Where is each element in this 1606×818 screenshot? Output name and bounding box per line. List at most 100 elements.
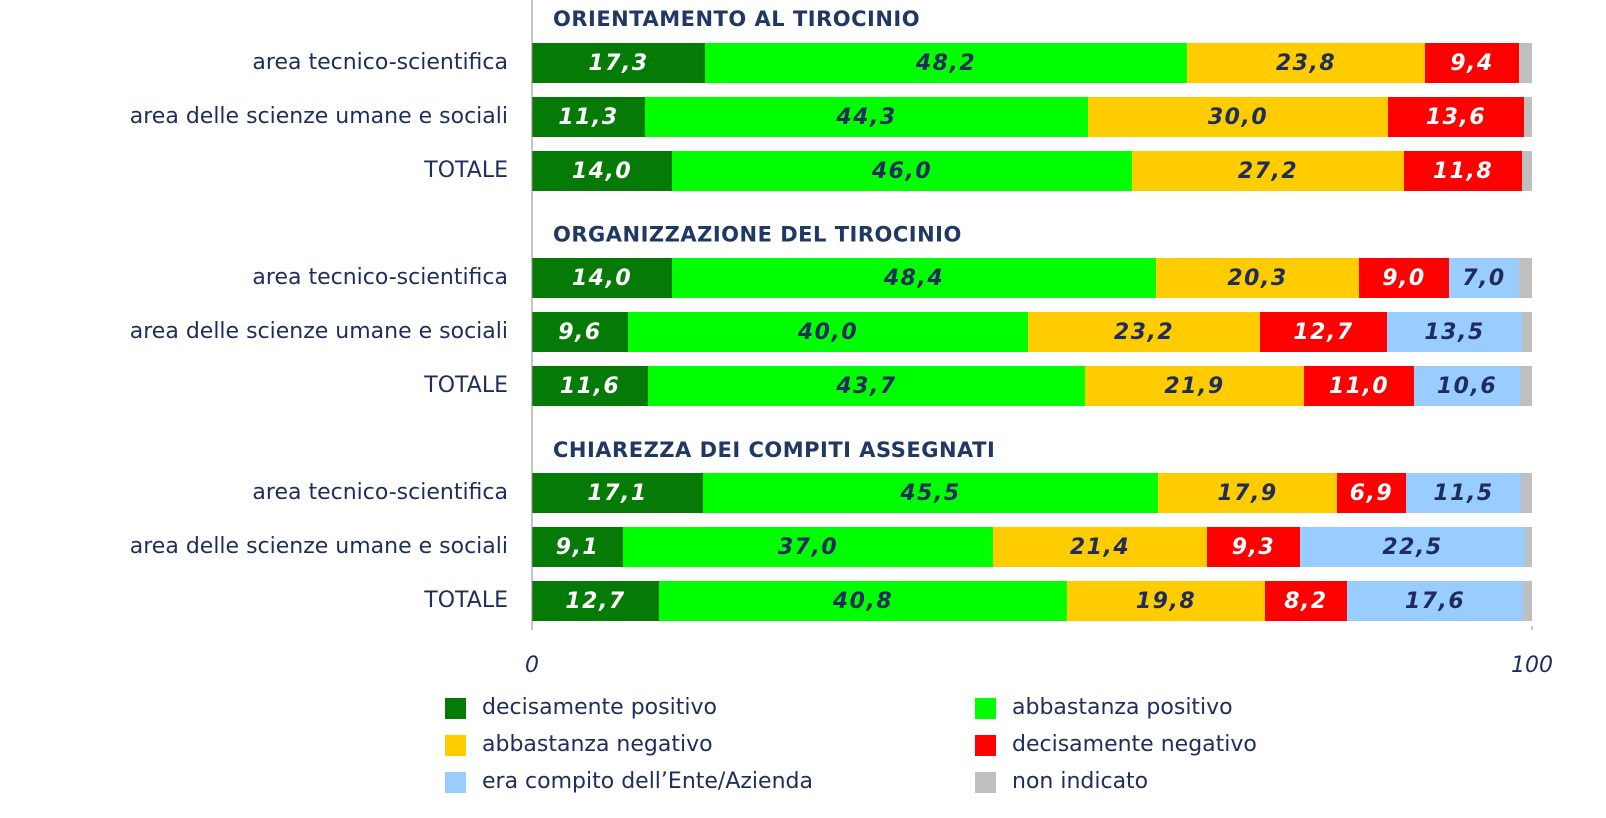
value-label: 43,7	[835, 374, 896, 399]
value-label: 46,0	[871, 159, 932, 184]
bar-segment	[1425, 43, 1519, 83]
legend-label: abbastanza positivo	[1012, 695, 1233, 720]
value-label: 45,5	[899, 481, 960, 506]
bar-segment	[1156, 258, 1359, 298]
value-label: 9,1	[556, 535, 599, 560]
value-label: 44,3	[835, 105, 896, 130]
x-tick-label: 100	[1511, 653, 1553, 678]
legend-swatch	[975, 735, 996, 756]
bar-segment	[1359, 258, 1449, 298]
bar-segment	[532, 581, 659, 621]
value-label: 11,8	[1433, 159, 1493, 184]
bar-segment	[1207, 527, 1300, 567]
legend-swatch	[445, 772, 466, 793]
value-label: 17,9	[1217, 481, 1277, 506]
bar-segment	[1387, 312, 1522, 352]
value-label: 13,6	[1426, 105, 1486, 130]
legend-label: decisamente positivo	[482, 695, 717, 720]
bar-segment	[1300, 527, 1525, 567]
bar-segment	[705, 43, 1187, 83]
bar-segment	[532, 97, 645, 137]
bar-segment	[1404, 151, 1522, 191]
bar-segment	[703, 473, 1158, 513]
bar-segment	[1187, 43, 1425, 83]
value-label: 17,3	[588, 51, 648, 76]
value-label: 20,3	[1227, 266, 1287, 291]
value-label: 40,8	[832, 589, 893, 614]
category-label: area delle scienze umane e sociali	[130, 534, 508, 559]
value-label: 14,0	[572, 266, 632, 291]
bar-segment	[1088, 97, 1388, 137]
value-label: 12,7	[565, 589, 625, 614]
value-label: 13,5	[1424, 320, 1484, 345]
category-label: TOTALE	[423, 373, 508, 398]
bar-segment	[1449, 258, 1519, 298]
x-tick-label: 0	[525, 653, 539, 678]
bar-segment	[532, 43, 705, 83]
value-label: 27,2	[1238, 159, 1298, 184]
bar-segment	[672, 258, 1156, 298]
bar-segment	[993, 527, 1207, 567]
bar-segment	[1067, 581, 1265, 621]
value-label: 22,5	[1382, 535, 1442, 560]
value-label: 6,9	[1350, 481, 1393, 506]
value-label: 11,6	[560, 374, 620, 399]
value-label: 11,0	[1329, 374, 1389, 399]
value-label: 8,2	[1284, 589, 1327, 614]
value-label: 14,0	[572, 159, 632, 184]
bar-segment	[1028, 312, 1260, 352]
value-label: 21,9	[1164, 374, 1224, 399]
legend-swatch	[975, 698, 996, 719]
category-label: TOTALE	[423, 158, 508, 183]
bar-segment	[1520, 366, 1532, 406]
legend-label: decisamente negativo	[1012, 732, 1257, 757]
bar-segment	[1522, 151, 1532, 191]
bar-segment	[1522, 312, 1532, 352]
category-label: area tecnico-scientifica	[252, 265, 508, 290]
bar-segment	[1523, 581, 1532, 621]
bar-segment	[532, 366, 648, 406]
bar-segment	[1519, 258, 1532, 298]
category-label: area delle scienze umane e sociali	[130, 104, 508, 129]
bar-segment	[532, 258, 672, 298]
bar-segment	[648, 366, 1085, 406]
value-label: 9,3	[1232, 535, 1275, 560]
value-label: 37,0	[778, 535, 838, 560]
value-label: 21,4	[1070, 535, 1130, 560]
category-label: TOTALE	[423, 588, 508, 613]
value-label: 9,4	[1450, 51, 1493, 76]
bar-segment	[1519, 43, 1532, 83]
bar-segment	[1158, 473, 1337, 513]
bar-segment	[1388, 97, 1524, 137]
group-title: CHIAREZZA DEI COMPITI ASSEGNATI	[553, 438, 995, 462]
bar-segment	[532, 312, 628, 352]
legend-label: era compito dell’Ente/Azienda	[482, 769, 813, 794]
legend-swatch	[445, 735, 466, 756]
bar-segment	[1304, 366, 1414, 406]
bar-segment	[1260, 312, 1387, 352]
category-label: area tecnico-scientifica	[252, 50, 508, 75]
bar-segment	[1406, 473, 1521, 513]
value-label: 7,0	[1462, 266, 1505, 291]
legend-swatch	[445, 698, 466, 719]
bar-segment	[1347, 581, 1523, 621]
legend-swatch	[975, 772, 996, 793]
value-label: 48,4	[883, 266, 944, 291]
bar-segment	[1521, 473, 1532, 513]
value-label: 9,6	[558, 320, 601, 345]
bar-segment	[1265, 581, 1347, 621]
bar-segment	[1414, 366, 1520, 406]
value-label: 40,0	[797, 320, 858, 345]
value-label: 11,3	[558, 105, 618, 130]
bar-segment	[532, 527, 623, 567]
bar-segment	[628, 312, 1028, 352]
value-label: 48,2	[915, 51, 976, 76]
bar-segment	[1132, 151, 1404, 191]
bar-segment	[1085, 366, 1304, 406]
value-label: 17,1	[587, 481, 647, 506]
bar-segment	[532, 151, 672, 191]
bar-segment	[1525, 527, 1532, 567]
value-label: 11,5	[1433, 481, 1493, 506]
bar-segment	[1337, 473, 1406, 513]
value-label: 30,0	[1208, 105, 1268, 130]
